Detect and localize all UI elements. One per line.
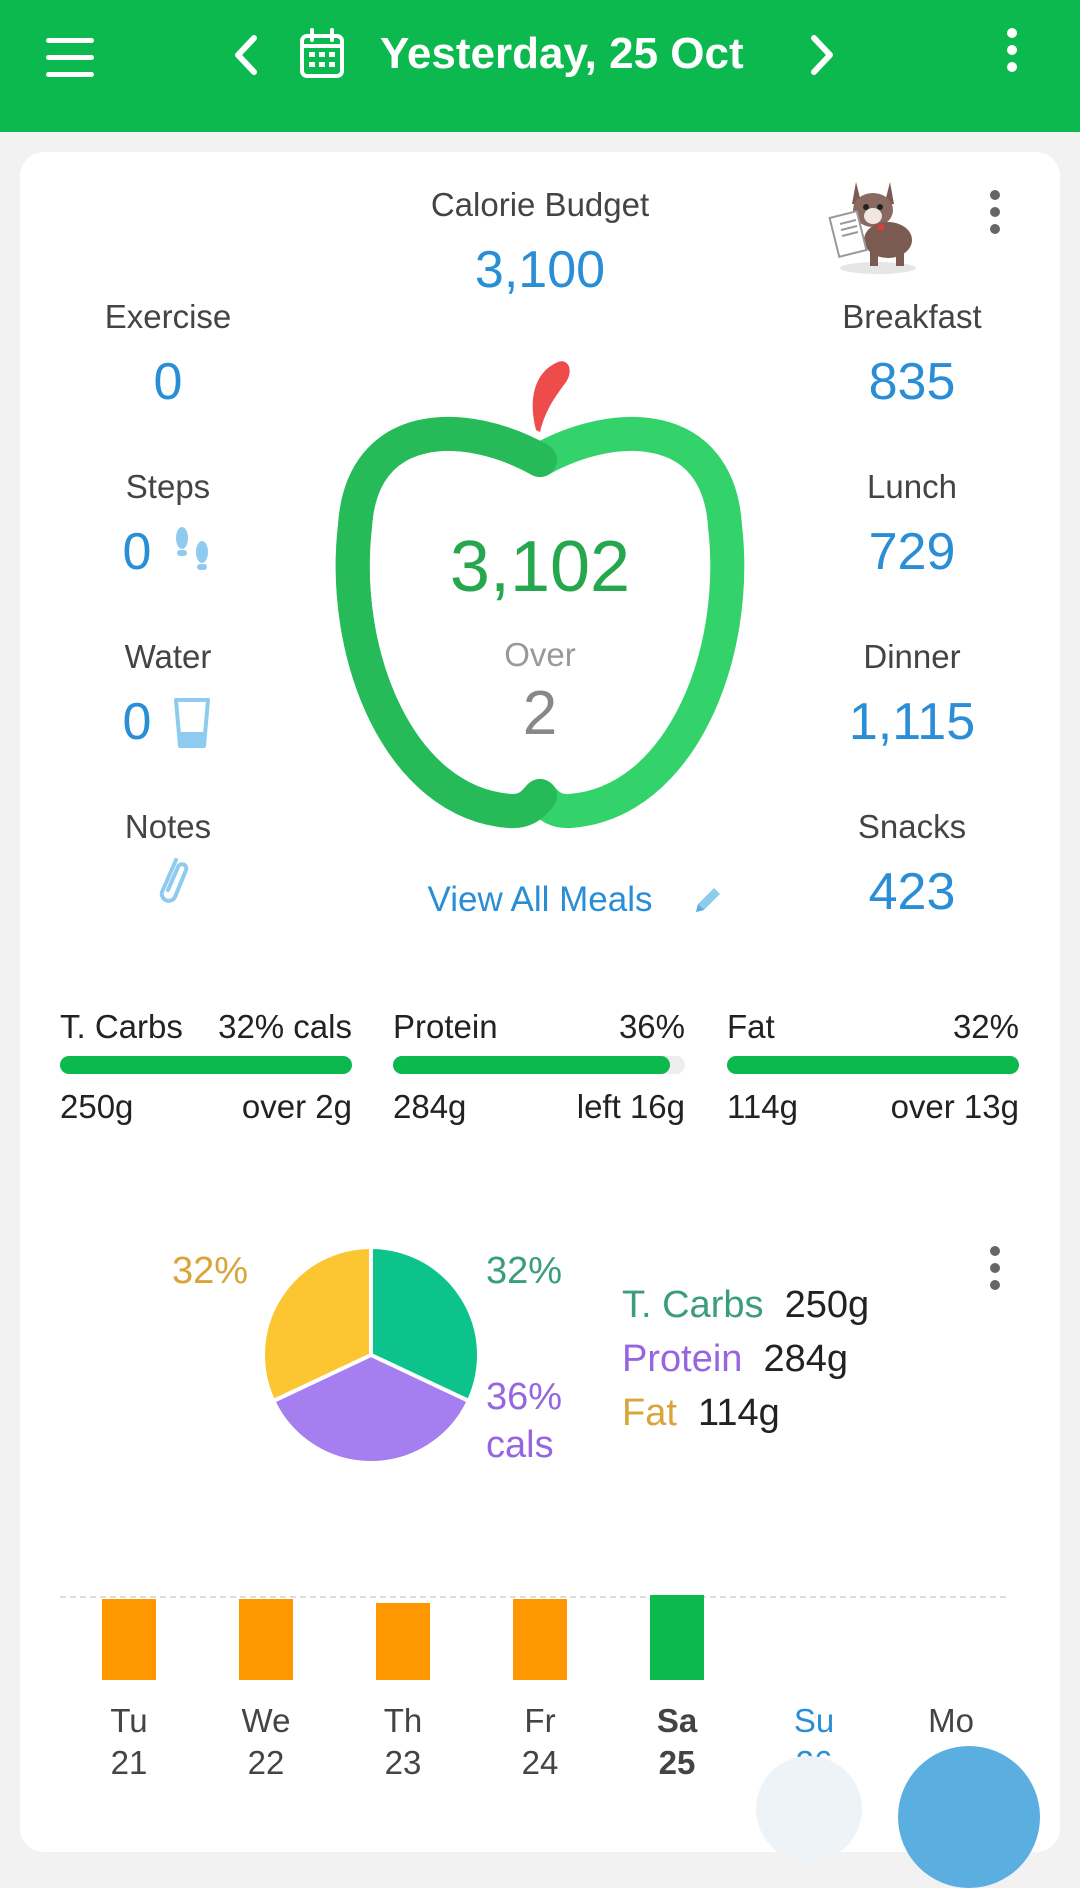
day-label-fr[interactable]: Fr 24 <box>495 1700 585 1784</box>
meal-label-lunch: Lunch <box>867 468 957 505</box>
day-label-tu[interactable]: Tu 21 <box>84 1700 174 1784</box>
macro-pct-carbs: 32% cals <box>218 1008 352 1045</box>
macro-name-carbs: T. Carbs <box>60 1008 183 1045</box>
pie-label-protein-unit: cals <box>486 1424 554 1466</box>
day-bar-we[interactable] <box>239 1599 293 1680</box>
day-bar-th[interactable] <box>376 1602 430 1680</box>
dog-mascot-icon <box>828 182 916 274</box>
exercise-value[interactable]: 0 <box>153 353 183 411</box>
macro-amount-carbs: 250g <box>60 1088 134 1125</box>
steps-value[interactable]: 0 <box>122 523 152 581</box>
floating-bubble[interactable] <box>756 1756 862 1862</box>
hamburger-menu-icon[interactable] <box>46 38 94 78</box>
calendar-icon[interactable] <box>298 28 346 80</box>
notes-label: Notes <box>124 808 212 845</box>
calorie-budget-label: Calorie Budget <box>430 186 650 223</box>
card-more-options-icon[interactable] <box>985 190 1005 240</box>
over-label: Over <box>504 636 576 673</box>
macro-amount-fat: 114g <box>727 1088 798 1125</box>
meal-value-snacks[interactable]: 423 <box>868 863 956 921</box>
paperclip-icon[interactable] <box>150 852 190 908</box>
day-date: 25 <box>658 1744 696 1781</box>
exercise-label: Exercise <box>104 298 232 335</box>
macro-name-protein: Protein <box>393 1008 498 1045</box>
macro-status-protein: left 16g <box>576 1088 685 1125</box>
day-date: 22 <box>247 1744 285 1781</box>
add-entry-fab[interactable] <box>898 1746 1040 1888</box>
macro-bar-carbs <box>60 1056 352 1074</box>
macro-name-fat: Fat <box>727 1008 775 1045</box>
meal-label-dinner: Dinner <box>863 638 961 675</box>
macro-pct-protein: 36% <box>618 1008 685 1045</box>
legend-name-protein: Protein <box>622 1338 743 1380</box>
water-label: Water <box>124 638 212 675</box>
day-name: Th <box>383 1702 423 1739</box>
day-label-sa[interactable]: Sa 25 <box>632 1700 722 1784</box>
edit-pencil-icon[interactable] <box>690 882 726 918</box>
pie-more-options-icon[interactable] <box>985 1246 1005 1296</box>
legend-amount-carbs: 250g <box>784 1284 870 1326</box>
day-label-th[interactable]: Th 23 <box>358 1700 448 1784</box>
day-bar-fr[interactable] <box>513 1599 567 1680</box>
steps-label: Steps <box>125 468 211 505</box>
legend-name-fat: Fat <box>622 1392 677 1434</box>
meal-value-dinner[interactable]: 1,115 <box>848 693 976 751</box>
calorie-budget-value[interactable]: 3,100 <box>474 241 606 299</box>
meal-label-snacks: Snacks <box>857 808 967 845</box>
top-app-bar: Yesterday, 25 Oct <box>0 0 1080 132</box>
calories-consumed-value: 3,102 <box>449 527 631 607</box>
legend-row-fat: Fat 114g <box>622 1392 780 1435</box>
day-name: Tu <box>110 1702 148 1739</box>
pie-label-carbs: 32% <box>486 1250 563 1292</box>
over-value: 2 <box>522 679 558 748</box>
legend-name-carbs: T. Carbs <box>622 1284 764 1326</box>
pie-slice-protein <box>270 1352 472 1465</box>
day-bar-tu[interactable] <box>102 1599 156 1680</box>
next-day-icon[interactable] <box>802 30 842 80</box>
meal-value-lunch[interactable]: 729 <box>868 523 956 581</box>
water-value[interactable]: 0 <box>122 693 152 751</box>
day-name: Sa <box>656 1702 698 1739</box>
footsteps-icon[interactable] <box>170 522 214 576</box>
water-glass-icon[interactable] <box>172 696 212 750</box>
meal-value-breakfast[interactable]: 835 <box>868 353 956 411</box>
macro-status-fat: over 13g <box>890 1088 1019 1125</box>
day-name: We <box>241 1702 291 1739</box>
legend-amount-fat: 114g <box>698 1392 780 1434</box>
macro-bar-fat <box>727 1056 1019 1074</box>
calorie-budget-line <box>60 1596 1006 1598</box>
day-label-we[interactable]: We 22 <box>221 1700 311 1784</box>
more-options-icon[interactable] <box>1000 28 1024 78</box>
meal-label-breakfast: Breakfast <box>842 298 982 335</box>
legend-amount-protein: 284g <box>763 1338 849 1380</box>
day-label-mo[interactable]: Mo <box>906 1700 996 1742</box>
day-date: 23 <box>384 1744 422 1781</box>
date-title[interactable]: Yesterday, 25 Oct <box>380 29 744 78</box>
day-name: Su <box>793 1702 835 1739</box>
pie-slice-fat <box>261 1244 373 1404</box>
day-date: 21 <box>110 1744 148 1781</box>
macro-pct-fat: 32% <box>952 1008 1019 1045</box>
macro-pie-chart[interactable] <box>256 1240 486 1470</box>
pie-slice-t-carbs <box>369 1244 481 1404</box>
day-bar-sa[interactable] <box>650 1595 704 1680</box>
legend-row-protein: Protein 284g <box>622 1338 848 1381</box>
legend-row-carbs: T. Carbs 250g <box>622 1284 869 1327</box>
day-name: Mo <box>928 1702 974 1739</box>
pie-label-fat: 32% <box>172 1250 249 1292</box>
previous-day-icon[interactable] <box>226 30 266 80</box>
day-date: 24 <box>521 1744 559 1781</box>
macro-amount-protein: 284g <box>393 1088 467 1125</box>
pie-label-protein: 36% <box>486 1376 563 1418</box>
macro-status-carbs: over 2g <box>241 1088 352 1125</box>
macro-bar-protein <box>393 1056 685 1074</box>
day-name: Fr <box>524 1702 556 1739</box>
daily-summary-card <box>20 152 1060 1852</box>
calorie-apple-ring[interactable] <box>320 356 760 830</box>
view-all-meals-link[interactable]: View All Meals <box>427 880 653 919</box>
